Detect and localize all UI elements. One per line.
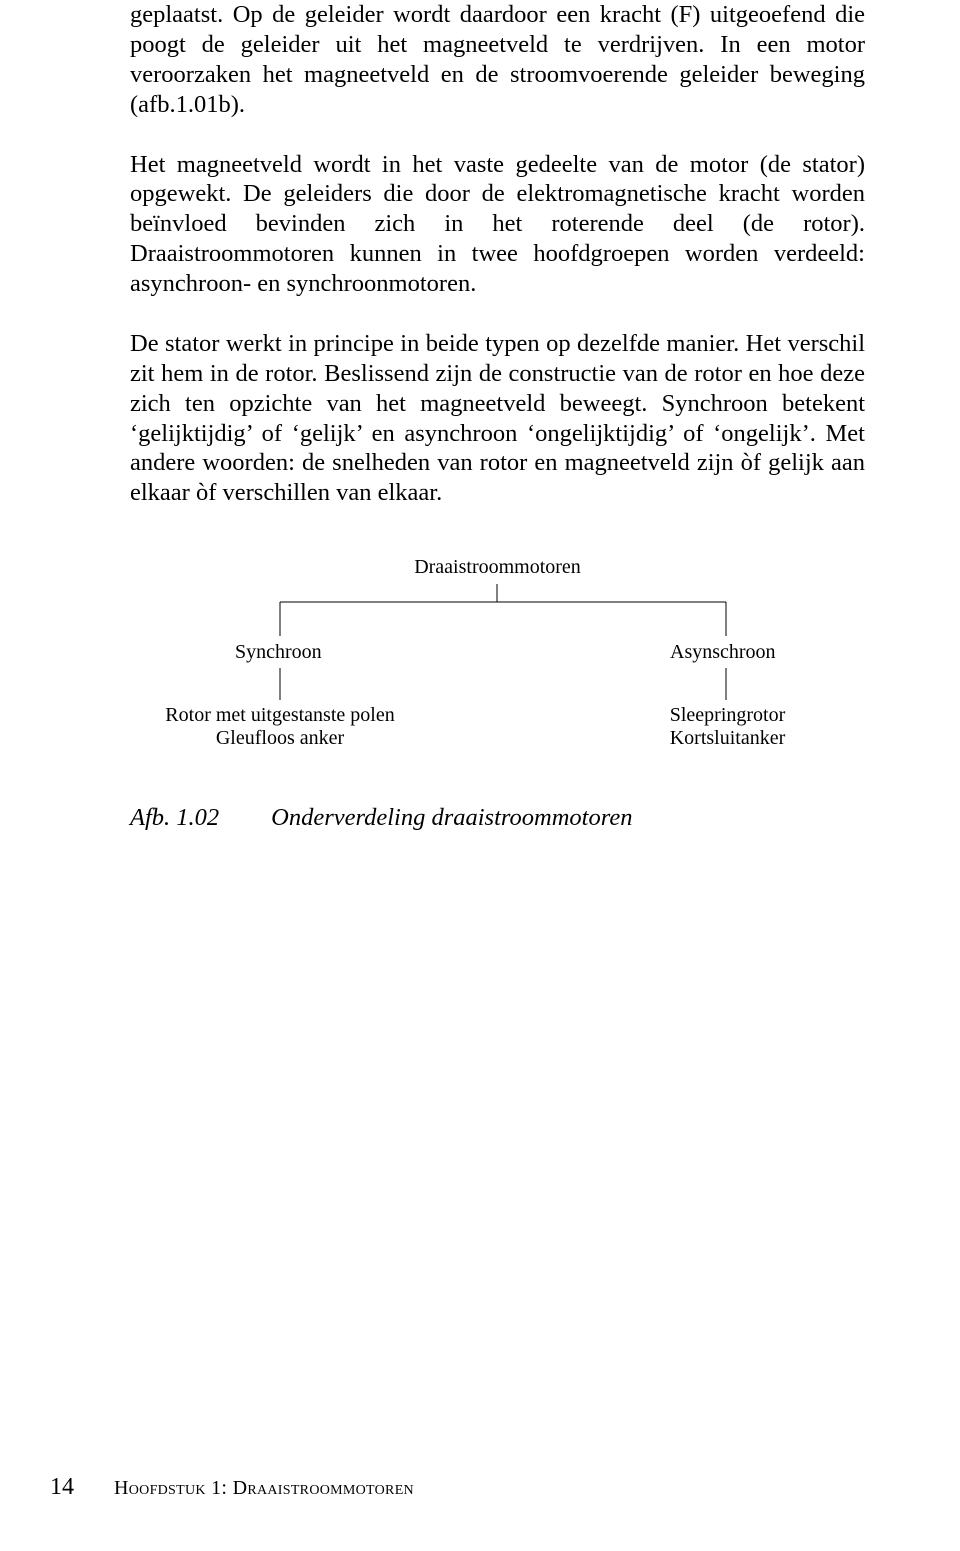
diagram-left-label: Synchroon (235, 641, 322, 664)
tree-diagram: Draaistroommotoren Synchroon Asynschroon… (130, 556, 865, 786)
diagram-right-sub: Sleepringrotor Kortsluitanker (640, 704, 815, 750)
page-number: 14 (50, 1474, 74, 1500)
caption-text: Onderverdeling draaistroommotoren (271, 804, 632, 831)
diagram-right-label: Asynschroon (670, 641, 776, 664)
diagram-lines-level2 (130, 668, 865, 703)
diagram-title: Draaistroommotoren (130, 556, 865, 579)
paragraph-1: geplaatst. Op de geleider wordt daardoor… (130, 0, 865, 120)
page: geplaatst. Op de geleider wordt daardoor… (0, 0, 960, 1551)
chapter-title: Hoofdstuk 1: Draaistroommotoren (114, 1477, 414, 1499)
caption-label: Afb. 1.02 (130, 804, 265, 832)
page-footer: 14 Hoofdstuk 1: Draaistroommotoren (50, 1474, 414, 1501)
figure-caption: Afb. 1.02 Onderverdeling draaistroommoto… (130, 804, 865, 832)
paragraph-2: Het magneetveld wordt in het vaste gedee… (130, 150, 865, 299)
paragraph-3: De stator werkt in principe in beide typ… (130, 329, 865, 508)
diagram-left-sub: Rotor met uitgestanste polen Gleufloos a… (160, 704, 400, 750)
